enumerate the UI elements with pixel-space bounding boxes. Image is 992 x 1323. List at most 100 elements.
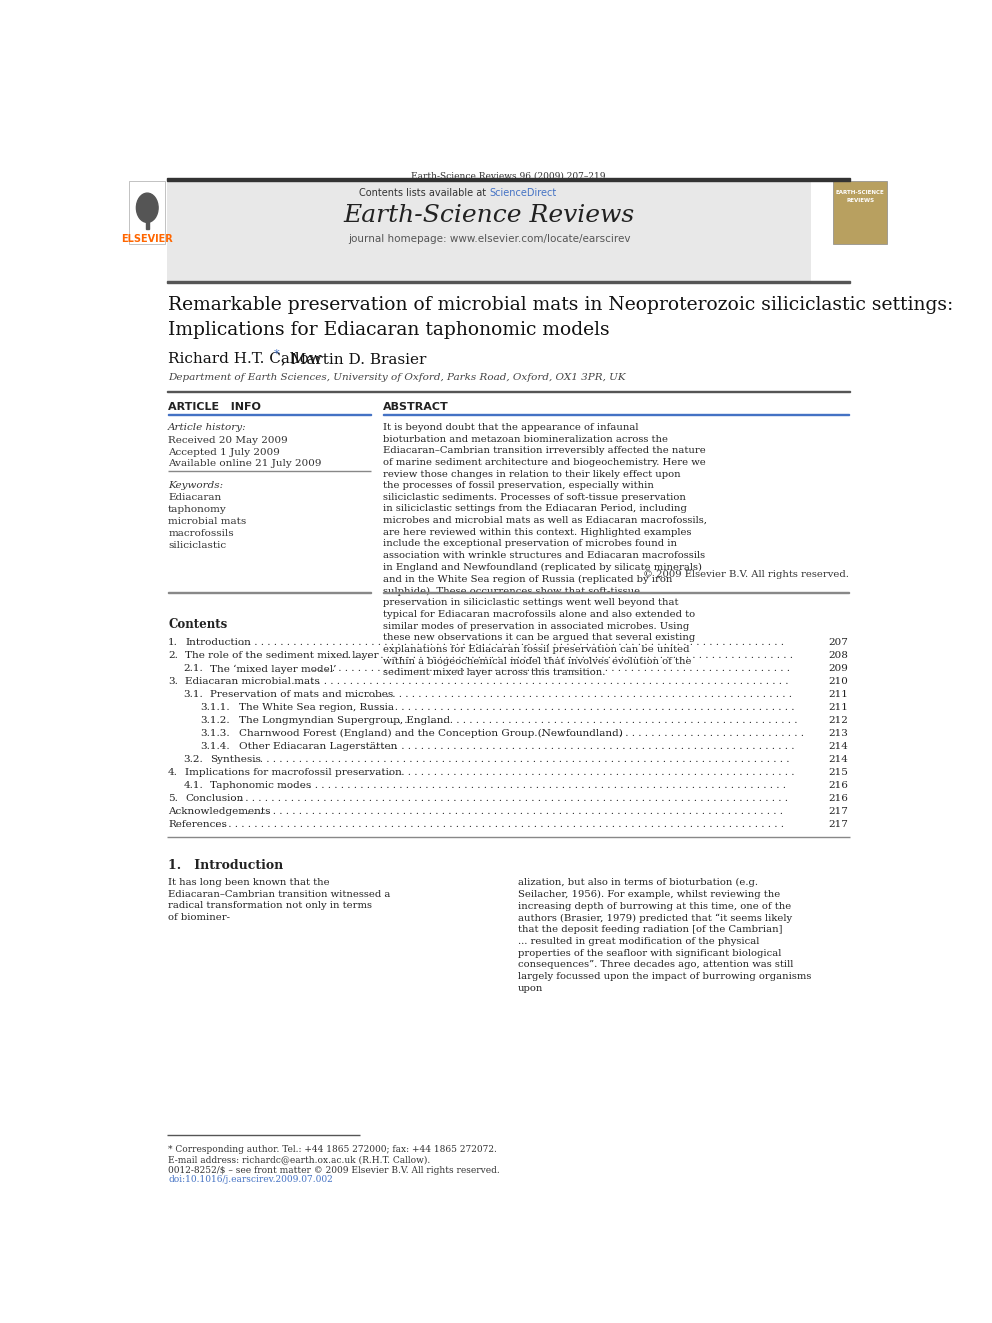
Bar: [146, 216, 149, 229]
Text: . . . . . . . . . . . . . . . . . . . . . . . . . . . . . . . . . . . . . . . . : . . . . . . . . . . . . . . . . . . . . …: [288, 677, 789, 687]
Text: References: References: [169, 819, 227, 828]
Text: taphonomy: taphonomy: [169, 505, 227, 515]
Text: . . . . . . . . . . . . . . . . . . . . . . . . . . . . . . . . . . . . . . . . : . . . . . . . . . . . . . . . . . . . . …: [388, 716, 798, 725]
Text: microbial mats: microbial mats: [169, 517, 246, 527]
Text: © 2009 Elsevier B.V. All rights reserved.: © 2009 Elsevier B.V. All rights reserved…: [643, 570, 848, 579]
Text: 211: 211: [828, 691, 848, 700]
Text: EARTH-SCIENCE: EARTH-SCIENCE: [836, 191, 885, 196]
Text: Introduction: Introduction: [186, 639, 251, 647]
Text: 208: 208: [828, 651, 848, 660]
Text: Implications for macrofossil preservation: Implications for macrofossil preservatio…: [186, 767, 402, 777]
Text: Ediacaran: Ediacaran: [169, 493, 221, 503]
Text: 216: 216: [828, 794, 848, 803]
Text: 1.: 1.: [169, 639, 178, 647]
Bar: [167, 280, 850, 283]
Text: 3.: 3.: [169, 677, 178, 687]
Text: REVIEWS: REVIEWS: [846, 198, 874, 204]
Text: . . . . . . . . . . . . . . . . . . . . . . . . . . . . . . . . . . . . . . . . : . . . . . . . . . . . . . . . . . . . . …: [350, 691, 793, 700]
Text: . . . . . . . . . . . . . . . . . . . . . . . . . . . . . . . . . . . . . . . . : . . . . . . . . . . . . . . . . . . . . …: [280, 781, 787, 790]
Text: Preservation of mats and microbes: Preservation of mats and microbes: [210, 691, 393, 700]
Text: 217: 217: [828, 819, 848, 828]
Bar: [833, 181, 888, 245]
Text: Article history:: Article history:: [169, 423, 247, 431]
Text: 4.1.: 4.1.: [184, 781, 203, 790]
Text: It is beyond doubt that the appearance of infaunal
bioturbation and metazoan bio: It is beyond doubt that the appearance o…: [383, 423, 707, 677]
Text: Acknowledgements: Acknowledgements: [169, 807, 271, 816]
Text: 212: 212: [828, 716, 848, 725]
Text: *: *: [274, 349, 279, 359]
Text: Contents lists available at: Contents lists available at: [359, 188, 489, 198]
Text: . . . . . . . . . . . . . . . . . . . . . . . . . . . . . . . . . . . . . . . . : . . . . . . . . . . . . . . . . . . . . …: [238, 639, 784, 647]
Text: 207: 207: [828, 639, 848, 647]
Text: , Martin D. Brasier: , Martin D. Brasier: [282, 352, 427, 366]
Text: Remarkable preservation of microbial mats in Neoproterozoic siliciclastic settin: Remarkable preservation of microbial mat…: [169, 296, 953, 314]
Text: . . . . . . . . . . . . . . . . . . . . . . . . . . . . . . . . . . . . . . . . : . . . . . . . . . . . . . . . . . . . . …: [359, 742, 795, 751]
Text: 3.1.1.: 3.1.1.: [200, 703, 230, 712]
Text: It has long been known that the
Ediacaran–Cambrian transition witnessed a
radica: It has long been known that the Ediacara…: [169, 878, 391, 922]
Text: . . . . . . . . . . . . . . . . . . . . . . . . . . . . . . . . . . . . . . . . : . . . . . . . . . . . . . . . . . . . . …: [229, 794, 789, 803]
Text: siliciclastic: siliciclastic: [169, 541, 226, 550]
Text: Department of Earth Sciences, University of Oxford, Parks Road, Oxford, OX1 3PR,: Department of Earth Sciences, University…: [169, 373, 626, 382]
Text: 2.: 2.: [169, 651, 178, 660]
Text: * Corresponding author. Tel.: +44 1865 272000; fax: +44 1865 272072.: * Corresponding author. Tel.: +44 1865 2…: [169, 1146, 497, 1154]
Text: Ediacaran microbial mats: Ediacaran microbial mats: [186, 677, 320, 687]
Text: macrofossils: macrofossils: [169, 529, 234, 538]
Bar: [167, 181, 811, 282]
Text: 3.1.2.: 3.1.2.: [200, 716, 230, 725]
Text: Implications for Ediacaran taphonomic models: Implications for Ediacaran taphonomic mo…: [169, 321, 610, 339]
Text: Taphonomic modes: Taphonomic modes: [210, 781, 311, 790]
Text: Available online 21 July 2009: Available online 21 July 2009: [169, 459, 321, 468]
Text: journal homepage: www.elsevier.com/locate/earscirev: journal homepage: www.elsevier.com/locat…: [348, 234, 630, 243]
Text: Other Ediacaran Lagerstätten: Other Ediacaran Lagerstätten: [239, 742, 398, 751]
Text: ARTICLE   INFO: ARTICLE INFO: [169, 402, 261, 411]
Text: . . . . . . . . . . . . . . . . . . . . . . . . . . . . . . . . . . . . . . . . : . . . . . . . . . . . . . . . . . . . . …: [250, 755, 790, 763]
Bar: [167, 177, 850, 181]
Text: 214: 214: [828, 755, 848, 763]
Text: E-mail address: richardc@earth.ox.ac.uk (R.H.T. Callow).: E-mail address: richardc@earth.ox.ac.uk …: [169, 1155, 431, 1164]
Text: 4.: 4.: [169, 767, 178, 777]
Text: 1.   Introduction: 1. Introduction: [169, 859, 284, 872]
Text: 214: 214: [828, 742, 848, 751]
Text: ScienceDirect: ScienceDirect: [489, 188, 557, 198]
Text: The Longmyndian Supergroup, England: The Longmyndian Supergroup, England: [239, 716, 450, 725]
Text: The White Sea region, Russia: The White Sea region, Russia: [239, 703, 395, 712]
Bar: [129, 181, 165, 245]
Text: . . . . . . . . . . . . . . . . . . . . . . . . . . . . . . . . . . . . . . . . : . . . . . . . . . . . . . . . . . . . . …: [359, 703, 795, 712]
Text: . . . . . . . . . . . . . . . . . . . . . . . . . . . . . . . . . . . . . . . . : . . . . . . . . . . . . . . . . . . . . …: [359, 767, 795, 777]
Text: . . . . . . . . . . . . . . . . . . . . . . . . . . . . . . . . . . . . . . . . : . . . . . . . . . . . . . . . . . . . . …: [237, 807, 784, 816]
Text: . . . . . . . . . . . . . . . . . . . . . . . . . . . . . . . . . . . . . . . . : . . . . . . . . . . . . . . . . . . . . …: [518, 729, 804, 738]
Text: Charnwood Forest (England) and the Conception Group (Newfoundland): Charnwood Forest (England) and the Conce…: [239, 729, 623, 738]
Text: Keywords:: Keywords:: [169, 482, 223, 491]
Text: 3.1.4.: 3.1.4.: [200, 742, 230, 751]
Text: 3.2.: 3.2.: [184, 755, 203, 763]
Text: 209: 209: [828, 664, 848, 673]
Text: Richard H.T. Callow: Richard H.T. Callow: [169, 352, 326, 366]
Text: Earth-Science Reviews: Earth-Science Reviews: [343, 204, 635, 228]
Text: 3.1.3.: 3.1.3.: [200, 729, 230, 738]
Text: The role of the sediment mixed layer: The role of the sediment mixed layer: [186, 651, 379, 660]
Text: doi:10.1016/j.earscirev.2009.07.002: doi:10.1016/j.earscirev.2009.07.002: [169, 1175, 333, 1184]
Text: ELSEVIER: ELSEVIER: [121, 234, 174, 245]
Ellipse shape: [137, 193, 158, 222]
Text: Earth-Science Reviews 96 (2009) 207–219: Earth-Science Reviews 96 (2009) 207–219: [411, 172, 606, 181]
Text: 217: 217: [828, 807, 848, 816]
Text: alization, but also in terms of bioturbation (e.g.
Seilacher, 1956). For example: alization, but also in terms of bioturba…: [518, 878, 811, 992]
Text: . . . . . . . . . . . . . . . . . . . . . . . . . . . . . . . . . . . . . . . . : . . . . . . . . . . . . . . . . . . . . …: [309, 664, 790, 673]
Text: The ‘mixed layer model’: The ‘mixed layer model’: [210, 664, 336, 673]
Text: Accepted 1 July 2009: Accepted 1 July 2009: [169, 447, 280, 456]
Text: Contents: Contents: [169, 618, 227, 631]
Text: 2.1.: 2.1.: [184, 664, 203, 673]
Text: 213: 213: [828, 729, 848, 738]
Text: 0012-8252/$ – see front matter © 2009 Elsevier B.V. All rights reserved.: 0012-8252/$ – see front matter © 2009 El…: [169, 1166, 500, 1175]
Text: Received 20 May 2009: Received 20 May 2009: [169, 437, 288, 445]
Text: Conclusion: Conclusion: [186, 794, 244, 803]
Text: Synthesis: Synthesis: [210, 755, 261, 763]
Text: 3.1.: 3.1.: [184, 691, 203, 700]
Text: ABSTRACT: ABSTRACT: [383, 402, 448, 411]
Text: 215: 215: [828, 767, 848, 777]
Text: 211: 211: [828, 703, 848, 712]
Text: 5.: 5.: [169, 794, 178, 803]
Text: 210: 210: [828, 677, 848, 687]
Text: 216: 216: [828, 781, 848, 790]
Text: . . . . . . . . . . . . . . . . . . . . . . . . . . . . . . . . . . . . . . . . : . . . . . . . . . . . . . . . . . . . . …: [338, 651, 794, 660]
